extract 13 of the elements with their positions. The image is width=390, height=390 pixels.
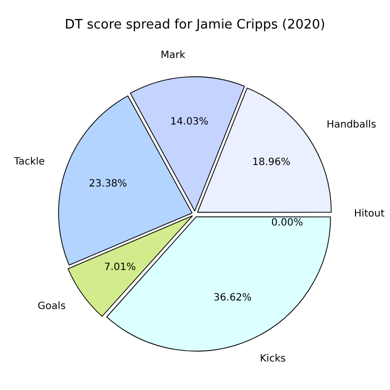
category-label: Hitout [354,208,385,220]
slice-label: Goals [38,301,66,312]
data-label: 18.96% [252,156,290,168]
chart-title: DT score spread for Jamie Cripps (2020) [64,17,326,32]
data-label: 7.01% [104,262,136,274]
data-label: 23.38% [88,178,128,190]
slice-label: Mark [160,50,186,61]
slice-label: Handballs [326,119,376,130]
slice-label: Tackle [13,156,45,168]
data-label: 14.03% [170,116,208,128]
slice-label: Kicks [260,354,286,365]
data-label: 36.62% [214,292,252,304]
text: 0.00% [271,218,304,229]
